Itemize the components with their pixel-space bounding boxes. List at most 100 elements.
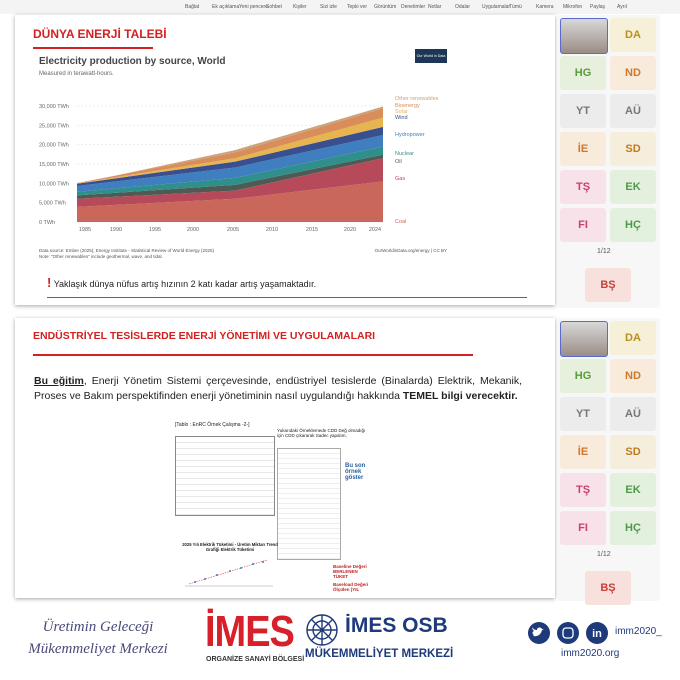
area-shape [77, 181, 383, 222]
side-blue: Bu son örnek göster [345, 463, 366, 481]
participant-tile[interactable]: BŞ [585, 268, 631, 302]
baseline2: Baseload Değeri Ölçülen (YIL [333, 582, 369, 592]
mini-chart [185, 559, 273, 587]
body-text: Bu eğitim, Enerji Yönetim Sistemi çerçev… [34, 374, 522, 403]
area-shape [77, 154, 383, 199]
participant-tile[interactable]: SD [610, 132, 656, 166]
toolbar-item[interactable]: Bağlat [185, 4, 200, 10]
participant-tile[interactable]: DA [610, 18, 656, 52]
participant-tile[interactable]: YT [560, 397, 606, 431]
toolbar-item[interactable]: Paylaş [590, 4, 606, 10]
x-tick-label: 2010 [266, 227, 278, 233]
body: , Enerji Yönetim Sistemi çerçevesinde, e… [34, 375, 522, 402]
handle[interactable]: imm2020_ [615, 626, 662, 637]
participant-tile[interactable]: BŞ [585, 571, 631, 605]
participant-panel: DA HG ND YT AÜ İE SD TŞ EK FI HÇ 1/12 BŞ [557, 15, 660, 308]
legend-entry: Gas [395, 176, 405, 182]
legend-entry: Oil [395, 159, 402, 165]
side-text: Yukarıdaki Örneklemede CDD Değ olmadığı … [277, 428, 366, 438]
osb-icon [306, 614, 338, 646]
participant-tile[interactable]: DA [610, 321, 656, 355]
chart-subtitle: Measured in terawatt-hours. [39, 71, 114, 77]
source: Data source: Ember (2025); Energy Instit… [39, 248, 214, 253]
chart-image: Electricity production by source, World … [39, 49, 447, 259]
x-tick-label: 2020 [344, 227, 356, 233]
participant-tile[interactable]: EK [610, 170, 656, 204]
y-tick-label: 0 TWh [39, 220, 55, 226]
toolbar-item[interactable]: Mikrofon [563, 4, 583, 10]
mini-chart-title: 2025 Yılı Elektrik Tüketimi - Üretim Mik… [182, 542, 278, 552]
toolbar-item[interactable]: Sizi izle [320, 4, 337, 10]
toolbar-item[interactable]: Sohbet [266, 4, 282, 10]
chart-title: Electricity production by source, World [39, 56, 226, 67]
participant-tile[interactable]: HÇ [610, 511, 656, 545]
legend-entry: Nuclear [395, 151, 414, 157]
pager: 1/12 [597, 248, 611, 255]
legend-entry: Other renewables [395, 96, 439, 102]
rule [33, 354, 473, 356]
area-shape [77, 126, 383, 187]
slogan: Üretimin Geleceği Mükemmeliyet Merkezi [18, 616, 178, 660]
rule [47, 297, 527, 298]
toolbar-item[interactable]: Görüntüm [374, 4, 397, 10]
participant-tile[interactable]: ND [610, 56, 656, 90]
note: Note: "Other renewables" include geother… [39, 254, 163, 259]
y-tick-label: 30,000 TWh [39, 104, 69, 110]
participant-tile[interactable]: HG [560, 359, 606, 393]
video-tile [560, 18, 608, 54]
table-image [175, 436, 275, 516]
participant-tile[interactable]: HÇ [610, 208, 656, 242]
toolbar-item[interactable]: Denetimler [401, 4, 426, 10]
svg-text:in: in [592, 628, 602, 640]
x-tick-label: 1995 [149, 227, 161, 233]
x-tick-label: 2015 [306, 227, 318, 233]
legend-entry: Solar [395, 109, 408, 115]
footnote-text: Yaklaşık dünya nüfus artış hızının 2 kat… [53, 279, 317, 289]
x-tick-label: 2024 [369, 227, 381, 233]
toolbar-item[interactable]: Notlar [428, 4, 442, 10]
participant-tile[interactable]: YT [560, 94, 606, 128]
legend-entry: Hydropower [395, 132, 425, 138]
instagram-icon[interactable] [557, 622, 579, 644]
participant-tile[interactable]: İE [560, 435, 606, 469]
logo [415, 49, 447, 63]
y-tick-label: 10,000 TWh [39, 181, 69, 187]
participant-tile[interactable]: TŞ [560, 473, 606, 507]
x-tick-label: 1985 [79, 227, 91, 233]
x-tick-label: 2005 [227, 227, 239, 233]
toolbar-item[interactable]: Uygulamalar [482, 4, 511, 10]
social-icons: in [528, 622, 608, 644]
baseline: Baseline Değeri BERLENEN TÜKET [333, 564, 367, 579]
slide: DÜNYA ENERJİ TALEBİ Electricity producti… [15, 15, 555, 305]
participant-tile[interactable]: İE [560, 132, 606, 166]
toolbar-item[interactable]: Tümü [509, 4, 522, 10]
toolbar-item[interactable]: Odalar [455, 4, 471, 10]
participant-tile[interactable]: SD [610, 435, 656, 469]
slide: ENDÜSTRİYEL TESİSLERDE ENERJİ YÖNETİMİ V… [15, 318, 555, 598]
site[interactable]: imm2020.org [561, 648, 620, 659]
toolbar-item[interactable]: Yeni pencere [239, 4, 269, 10]
participant-tile[interactable]: FI [560, 208, 606, 242]
toolbar: Bağlat Ek açıklama Yeni pencere Sohbet Kişil… [0, 0, 680, 14]
participant-tile[interactable]: AÜ [610, 397, 656, 431]
toolbar-item[interactable]: Ek açıklama [212, 4, 240, 10]
participant-tile[interactable]: EK [610, 473, 656, 507]
logo-text: Our World in Data [417, 54, 446, 58]
toolbar-item[interactable]: Tepki ver [347, 4, 368, 10]
linkedin-icon[interactable] [586, 622, 608, 644]
body-lead: Bu eğitim [34, 375, 84, 387]
slide-title: DÜNYA ENERJİ TALEBİ [33, 27, 167, 41]
participant-tile[interactable]: AÜ [610, 94, 656, 128]
participant-tile[interactable]: HG [560, 56, 606, 90]
toolbar-item[interactable]: Kamera [536, 4, 554, 10]
participant-tile[interactable]: TŞ [560, 170, 606, 204]
video-tile [560, 321, 608, 357]
legend-entry: Bioenergy [395, 103, 420, 109]
toolbar-item[interactable]: Ayrıl [617, 4, 627, 10]
area-shape [77, 135, 383, 192]
legend-entry: Wind [395, 115, 408, 121]
toolbar-item[interactable]: Kişiler [293, 4, 307, 10]
participant-tile[interactable]: ND [610, 359, 656, 393]
participant-tile[interactable]: FI [560, 511, 606, 545]
